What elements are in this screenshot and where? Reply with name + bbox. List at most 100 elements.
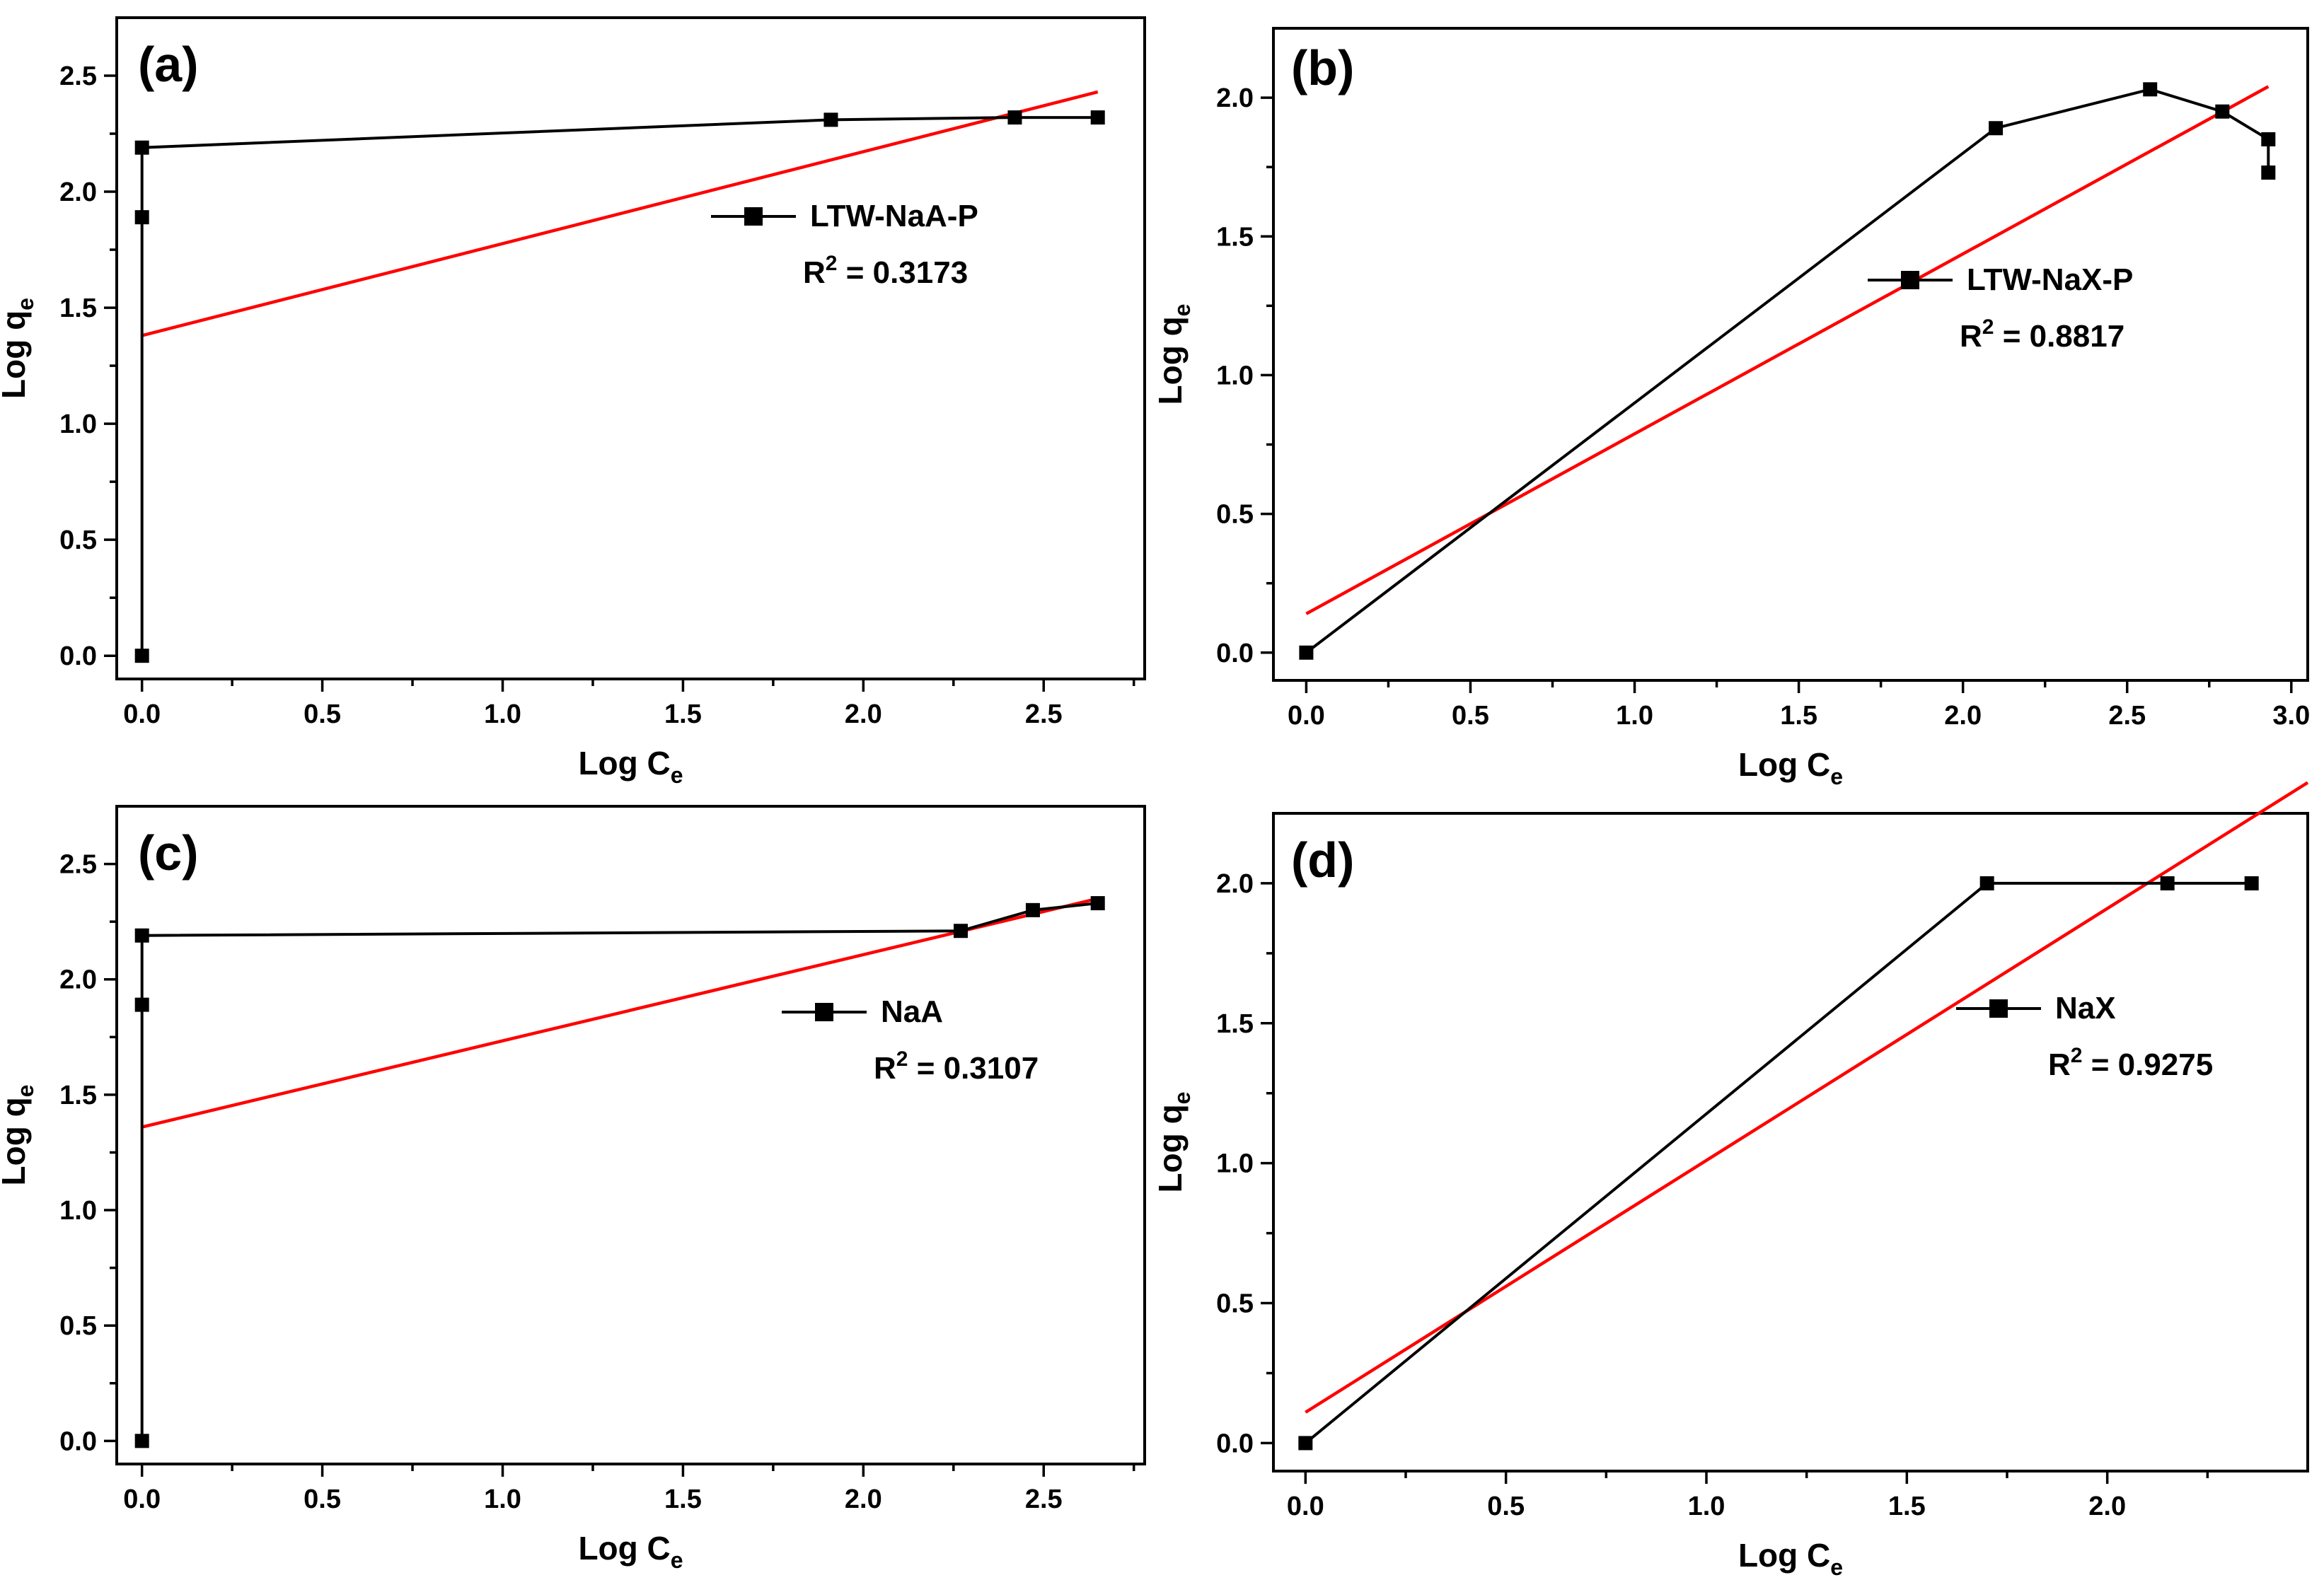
x-tick-label: 1.0 [484,699,521,729]
data-point [2160,876,2175,890]
data-point [1298,1436,1313,1451]
panel-label: (c) [138,825,199,881]
y-axis-title: Log qe [1152,304,1195,405]
y-tick-label: 1.5 [1216,222,1254,252]
y-tick-label: 2.5 [59,62,97,91]
chart-panel-4: 0.0 0.5 1.0 1.5 2.0 0.0 0.5 1.0 1.5 2.0 Log Ce Log … [1152,781,2309,1580]
y-tick-label: 1.0 [59,409,97,439]
panel-label: (b) [1291,40,1354,95]
y-tick-label: 0.0 [1216,1429,1254,1458]
data-point [953,924,968,939]
data-point [823,112,838,127]
x-axis-title: Log Ce [578,1530,683,1573]
data-point [2261,165,2276,180]
chart-panel-3: 0.0 0.5 1.0 1.5 2.0 2.5 0.0 0.5 1.0 1.5 2.0 2.5 Log … [0,805,1146,1573]
y-tick-label: 2.0 [1216,83,1254,113]
plot-frame [115,16,1146,680]
x-axis-title: Log Ce [1738,1537,1843,1580]
data-point [134,1434,149,1448]
y-tick-label: 0.0 [59,641,97,671]
r-squared-label: R2 = 0.8817 [1960,315,2124,354]
y-tick-label: 1.0 [59,1196,97,1226]
legend-marker [1989,999,2008,1018]
fit-line [1305,85,2270,615]
x-axis-title: Log Ce [1738,746,1843,789]
series-line [140,902,1098,1441]
y-tick-label: 2.0 [59,965,97,995]
y-tick-label: 0.0 [59,1427,97,1456]
x-tick-label: 2.5 [1025,1485,1063,1514]
x-tick-label: 0.0 [1288,701,1325,731]
r-squared-label: R2 = 0.9275 [2048,1044,2213,1082]
y-tick-label: 0.5 [59,1311,97,1341]
panel-label: (d) [1291,832,1354,888]
series-line [1305,881,2252,1444]
chart-panel-1: 0.0 0.5 1.0 1.5 2.0 2.5 0.0 0.5 1.0 1.5 2.0 2.5 Log … [0,16,1146,788]
x-tick-label: 1.5 [1888,1492,1926,1521]
x-tick-label: 1.5 [664,1485,702,1514]
legend-label: LTW-NaX-P [1967,262,2133,297]
y-tick-label: 0.5 [1216,1289,1254,1319]
x-tick-label: 2.5 [1025,699,1063,729]
series-line [140,116,1098,656]
y-axis-title: Log qe [1152,1092,1195,1193]
x-tick-label: 0.0 [1287,1492,1324,1521]
data-point [134,928,149,943]
plot-frame [1272,27,2309,682]
y-tick-label: 0.5 [59,525,97,555]
data-point [134,140,149,155]
legend-marker [1901,271,1919,289]
x-tick-label: 1.5 [664,699,702,729]
x-tick-label: 2.0 [845,1485,882,1514]
y-tick-label: 0.5 [1216,500,1254,530]
data-point [1090,110,1105,125]
y-tick-label: 1.5 [59,294,97,323]
data-point [2261,132,2276,146]
data-point [134,210,149,225]
data-point [2215,104,2230,119]
legend-label: NaA [881,994,943,1029]
x-tick-label: 0.5 [303,699,341,729]
y-tick-label: 1.5 [1216,1009,1254,1039]
y-tick-label: 1.5 [59,1081,97,1110]
data-point [134,649,149,663]
y-tick-label: 2.5 [59,850,97,880]
x-tick-label: 1.0 [1616,701,1653,731]
data-point [1025,902,1040,917]
data-point [1979,876,1994,890]
data-point [2143,82,2158,97]
plot-frame [115,805,1146,1465]
x-tick-label: 2.0 [2088,1492,2126,1521]
x-tick-label: 2.0 [1944,701,1982,731]
x-axis-title: Log Ce [578,745,683,788]
data-point [134,997,149,1012]
series-line [1305,88,2270,654]
r-squared-label: R2 = 0.3107 [874,1047,1039,1086]
y-tick-label: 1.0 [1216,361,1254,390]
panel-label: (a) [138,37,199,92]
x-tick-label: 0.5 [303,1485,341,1514]
data-point [2244,876,2259,890]
y-tick-label: 2.0 [1216,869,1254,899]
y-axis-title: Log qe [0,298,38,399]
legend-label: LTW-NaA-P [810,199,978,233]
x-tick-label: 0.5 [1487,1492,1525,1521]
x-tick-label: 0.5 [1452,701,1489,731]
data-point [1989,121,2004,136]
y-tick-label: 1.0 [1216,1149,1254,1179]
x-tick-label: 2.5 [2108,701,2146,731]
x-tick-label: 0.0 [123,1485,161,1514]
plot-frame [1272,812,2309,1472]
x-tick-label: 3.0 [2272,701,2310,731]
y-axis-title: Log qe [0,1085,38,1186]
x-tick-label: 1.0 [1688,1492,1725,1521]
fit-line [141,897,1099,1129]
legend-marker [744,207,763,226]
x-tick-label: 1.5 [1780,701,1817,731]
legend-marker [815,1003,833,1021]
r-squared-label: R2 = 0.3173 [803,252,968,290]
data-point [1299,645,1314,660]
y-tick-label: 0.0 [1216,639,1254,668]
data-point [1090,896,1105,911]
y-tick-label: 2.0 [59,178,97,207]
